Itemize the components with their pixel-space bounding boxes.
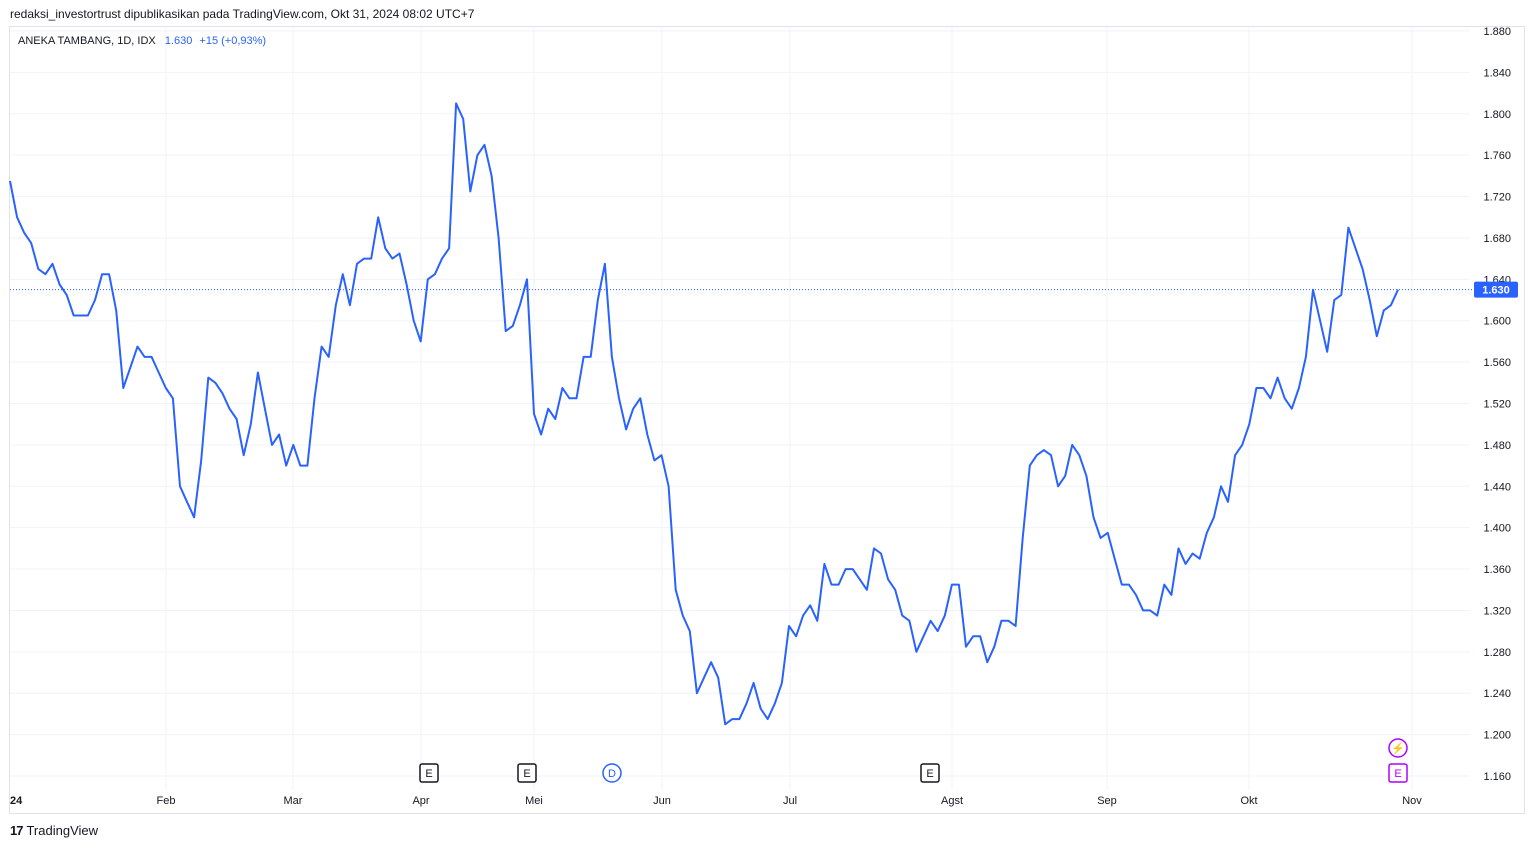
publisher-line: redaksi_investortrust dipublikasikan pad… bbox=[10, 7, 475, 21]
dividend-event-icon[interactable] bbox=[602, 763, 622, 783]
chart-frame bbox=[9, 26, 1525, 814]
price-tick-label: 1.760 bbox=[1483, 150, 1511, 162]
price-tick-label: 1.200 bbox=[1483, 730, 1511, 742]
price-tick-label: 1.840 bbox=[1483, 67, 1511, 79]
time-tick-label: Mar bbox=[284, 795, 303, 807]
event-label: E bbox=[926, 768, 933, 780]
time-axis: 24 Feb Mar Apr Mei Jun Jul Agst Sep Okt Nov bbox=[10, 795, 1422, 807]
symbol-name: ANEKA TAMBANG, 1D, IDX bbox=[18, 35, 156, 47]
event-label: D bbox=[608, 768, 616, 780]
tradingview-logo-icon: 17 bbox=[10, 823, 24, 838]
time-tick-label: Jun bbox=[653, 795, 671, 807]
earnings-event-icon[interactable] bbox=[1388, 763, 1408, 783]
price-change: +15 (+0,93%) bbox=[199, 35, 267, 47]
price-tick-label: 1.560 bbox=[1483, 357, 1511, 369]
last-price-badge bbox=[1474, 281, 1518, 298]
price-tick-label: 1.880 bbox=[1483, 26, 1511, 38]
price-tick-label: 1.600 bbox=[1483, 316, 1511, 328]
earnings-event-icon[interactable] bbox=[419, 763, 439, 783]
flash-event-icon[interactable] bbox=[1388, 738, 1408, 758]
price-tick-label: 1.480 bbox=[1483, 440, 1511, 452]
earnings-event-icon[interactable] bbox=[517, 763, 537, 783]
price-line[interactable] bbox=[9, 102, 1399, 726]
time-tick-label: Sep bbox=[1097, 795, 1117, 807]
price-tick-label: 1.360 bbox=[1483, 564, 1511, 576]
price-line-layer bbox=[9, 102, 1399, 726]
price-axis: 1.160 1.200 1.240 1.280 1.320 1.360 1.400 1.440… bbox=[1483, 26, 1511, 783]
earnings-event-icon[interactable] bbox=[920, 763, 940, 783]
last-price-badge-label: 1.630 bbox=[1482, 285, 1510, 297]
price-tick-label: 1.160 bbox=[1483, 771, 1511, 783]
last-price-marker: 1.630 bbox=[10, 281, 1518, 298]
flash-event-label: ⚡ bbox=[1391, 742, 1405, 755]
last-price: 1.630 bbox=[164, 35, 193, 47]
price-tick-label: 1.440 bbox=[1483, 481, 1511, 493]
time-tick-label: 24 bbox=[10, 795, 23, 807]
time-tick-label: Okt bbox=[1240, 795, 1257, 807]
price-tick-label: 1.520 bbox=[1483, 399, 1511, 411]
grid-lines bbox=[10, 27, 1470, 790]
price-tick-label: 1.800 bbox=[1483, 109, 1511, 121]
time-tick-label: Jul bbox=[783, 795, 797, 807]
event-markers: E E D E E ⚡ bbox=[419, 738, 1408, 783]
price-tick-label: 1.240 bbox=[1483, 688, 1511, 700]
time-tick-label: Feb bbox=[157, 795, 176, 807]
tradingview-footer[interactable]: 17 TradingView bbox=[10, 823, 98, 838]
symbol-legend[interactable]: ANEKA TAMBANG, 1D, IDX 1.630 +15 (+0,93%… bbox=[18, 35, 266, 47]
price-tick-label: 1.280 bbox=[1483, 647, 1511, 659]
event-label: E bbox=[1394, 768, 1401, 780]
tradingview-brand: TradingView bbox=[26, 823, 99, 838]
time-tick-label: Nov bbox=[1402, 795, 1422, 807]
event-label: E bbox=[523, 768, 530, 780]
price-tick-label: 1.720 bbox=[1483, 192, 1511, 204]
time-tick-label: Apr bbox=[412, 795, 429, 807]
event-label: E bbox=[425, 768, 432, 780]
price-tick-label: 1.680 bbox=[1483, 233, 1511, 245]
time-tick-label: Agst bbox=[941, 795, 963, 807]
price-tick-label: 1.400 bbox=[1483, 523, 1511, 535]
price-tick-label: 1.320 bbox=[1483, 605, 1511, 617]
time-tick-label: Mei bbox=[525, 795, 543, 807]
